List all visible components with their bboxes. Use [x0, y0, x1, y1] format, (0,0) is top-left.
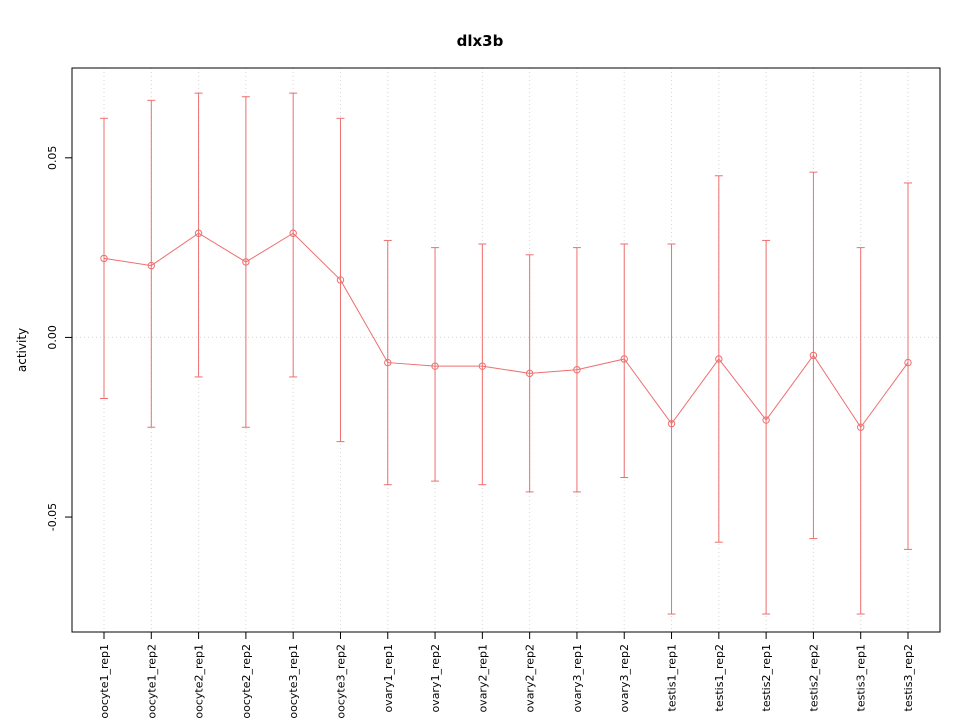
x-tick-label: testis3_rep1	[855, 644, 868, 711]
x-tick-label: oocyte3_rep2	[334, 644, 347, 719]
data-point	[478, 362, 487, 370]
x-tick-label: testis3_rep2	[902, 644, 915, 711]
data-point	[762, 416, 770, 424]
data-point	[384, 358, 392, 367]
y-axis-label: activity	[15, 328, 29, 372]
y-tick-label: 0.00	[46, 325, 59, 350]
x-tick-label: oocyte2_rep1	[193, 644, 206, 719]
data-point	[715, 355, 723, 363]
data-point	[100, 254, 108, 263]
x-tick-label: oocyte1_rep1	[98, 644, 111, 719]
x-tick-label: testis1_rep1	[666, 644, 679, 711]
x-tick-label: oocyte1_rep2	[145, 644, 158, 719]
data-point	[857, 423, 865, 431]
data-point	[147, 261, 155, 270]
data-point	[667, 419, 676, 428]
x-tick-label: ovary3_rep1	[571, 644, 584, 713]
data-point	[242, 258, 250, 266]
data-point	[525, 369, 534, 378]
data-point	[904, 358, 912, 367]
data-point	[620, 355, 628, 363]
data-point	[431, 362, 439, 370]
x-tick-label: ovary2_rep2	[524, 644, 537, 713]
data-point	[573, 366, 581, 374]
chart-title: dlx3b	[457, 32, 504, 50]
data-point	[809, 351, 818, 360]
plot-area: 0.05 0.00 -0.05 oocyte1_rep1 oocyte1_rep2 ooc…	[46, 67, 941, 719]
data-point	[289, 229, 297, 237]
x-tick-label: oocyte3_rep1	[287, 644, 300, 719]
y-tick-label: -0.05	[46, 503, 59, 531]
y-tick-label: 0.05	[46, 146, 59, 171]
data-point	[194, 229, 203, 237]
x-tick-label: ovary1_rep1	[382, 644, 395, 713]
x-tick-label: oocyte2_rep2	[240, 644, 253, 719]
plot-border	[71, 67, 941, 633]
data-line	[103, 232, 909, 429]
x-tick-label: ovary3_rep2	[618, 644, 631, 713]
x-tick-label: testis2_rep2	[807, 644, 820, 711]
x-tick-label: testis2_rep1	[760, 644, 773, 711]
x-tick-label: ovary1_rep2	[429, 644, 442, 713]
x-tick-label: testis1_rep2	[713, 644, 726, 711]
data-point	[336, 276, 345, 284]
x-tick-label: ovary2_rep1	[476, 644, 489, 713]
